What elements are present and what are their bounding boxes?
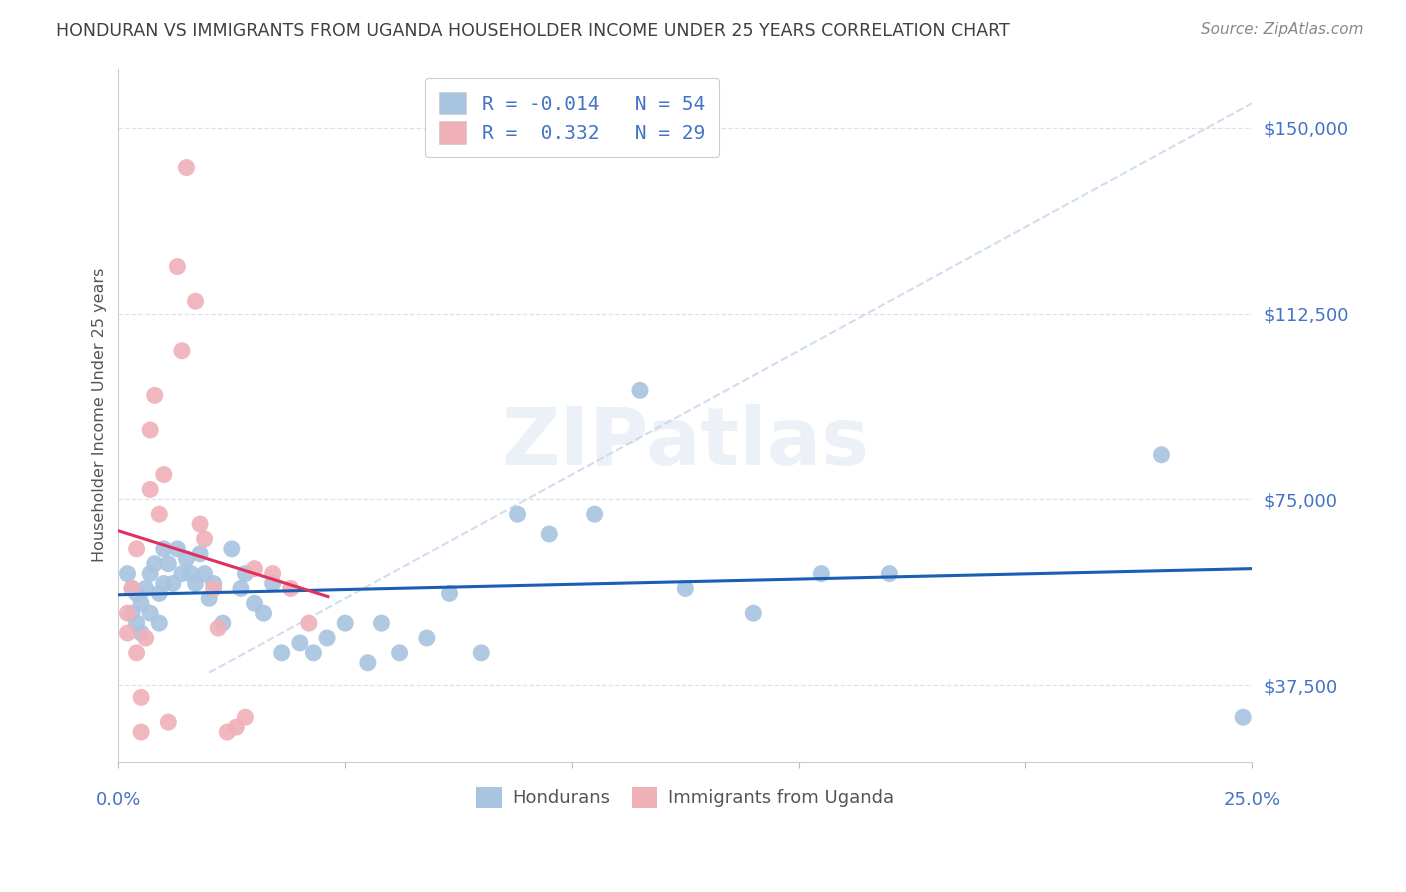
Point	[1232, 710, 1254, 724]
Point	[335, 616, 357, 631]
Point	[184, 294, 207, 309]
Point	[152, 467, 174, 482]
Text: HONDURAN VS IMMIGRANTS FROM UGANDA HOUSEHOLDER INCOME UNDER 25 YEARS CORRELATION: HONDURAN VS IMMIGRANTS FROM UGANDA HOUSE…	[56, 22, 1010, 40]
Point	[157, 557, 180, 571]
Point	[117, 606, 139, 620]
Point	[129, 725, 152, 739]
Point	[143, 557, 166, 571]
Point	[162, 576, 184, 591]
Point	[221, 541, 243, 556]
Point	[184, 576, 207, 591]
Point	[628, 384, 651, 398]
Point	[506, 507, 529, 521]
Point	[298, 616, 321, 631]
Point	[180, 566, 202, 581]
Point	[176, 551, 198, 566]
Point	[202, 582, 225, 596]
Point	[810, 566, 832, 581]
Point	[217, 725, 239, 739]
Point	[207, 621, 229, 635]
Point	[121, 582, 143, 596]
Point	[280, 582, 302, 596]
Text: 0.0%: 0.0%	[96, 791, 141, 809]
Point	[125, 646, 148, 660]
Point	[117, 626, 139, 640]
Point	[129, 596, 152, 610]
Point	[270, 646, 292, 660]
Point	[211, 616, 233, 631]
Point	[148, 586, 170, 600]
Point	[125, 541, 148, 556]
Point	[139, 566, 162, 581]
Point	[198, 591, 221, 606]
Point	[235, 710, 257, 724]
Point	[170, 566, 193, 581]
Point	[176, 161, 198, 175]
Point	[143, 388, 166, 402]
Point	[148, 616, 170, 631]
Point	[125, 586, 148, 600]
Point	[121, 582, 143, 596]
Point	[357, 656, 380, 670]
Point	[117, 566, 139, 581]
Point	[243, 596, 266, 610]
Point	[742, 606, 765, 620]
Legend: Hondurans, Immigrants from Uganda: Hondurans, Immigrants from Uganda	[470, 780, 901, 815]
Point	[316, 631, 339, 645]
Point	[166, 541, 188, 556]
Point	[139, 483, 162, 497]
Point	[879, 566, 901, 581]
Point	[673, 582, 696, 596]
Point	[538, 527, 561, 541]
Text: 25.0%: 25.0%	[1223, 791, 1281, 809]
Point	[194, 566, 217, 581]
Point	[583, 507, 606, 521]
Point	[302, 646, 325, 660]
Point	[370, 616, 392, 631]
Point	[470, 646, 492, 660]
Point	[188, 517, 211, 532]
Point	[121, 606, 143, 620]
Point	[235, 566, 257, 581]
Point	[262, 566, 284, 581]
Point	[152, 541, 174, 556]
Point	[416, 631, 439, 645]
Point	[135, 582, 157, 596]
Point	[1150, 448, 1173, 462]
Text: Source: ZipAtlas.com: Source: ZipAtlas.com	[1201, 22, 1364, 37]
Point	[157, 715, 180, 730]
Point	[125, 616, 148, 631]
Y-axis label: Householder Income Under 25 years: Householder Income Under 25 years	[93, 268, 107, 562]
Point	[243, 562, 266, 576]
Point	[439, 586, 461, 600]
Point	[229, 582, 252, 596]
Point	[288, 636, 311, 650]
Point	[139, 423, 162, 437]
Point	[170, 343, 193, 358]
Point	[252, 606, 274, 620]
Point	[129, 690, 152, 705]
Point	[262, 576, 284, 591]
Point	[194, 532, 217, 546]
Point	[135, 631, 157, 645]
Point	[139, 606, 162, 620]
Text: ZIPatlas: ZIPatlas	[501, 404, 869, 482]
Point	[166, 260, 188, 274]
Point	[188, 547, 211, 561]
Point	[129, 626, 152, 640]
Point	[152, 576, 174, 591]
Point	[148, 507, 170, 521]
Point	[225, 720, 247, 734]
Point	[388, 646, 411, 660]
Point	[202, 576, 225, 591]
